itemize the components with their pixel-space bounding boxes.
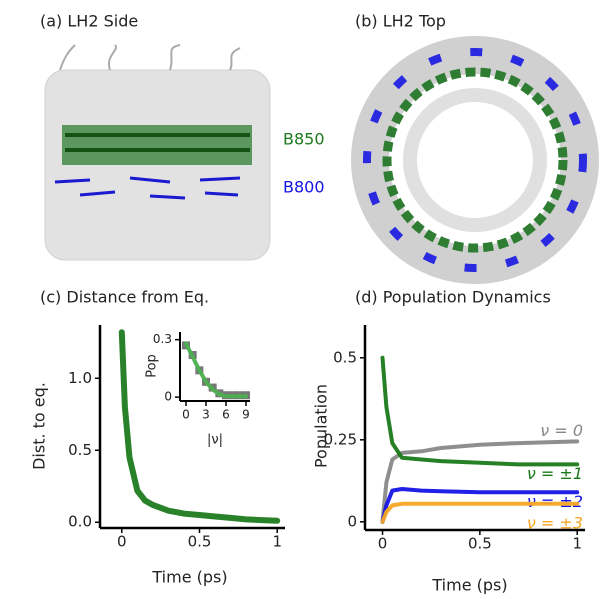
x-tick-label: 0.5: [468, 535, 492, 553]
series-label: ν = ±1: [527, 464, 583, 483]
axes: 0 0.5 1 0 0.25 0.5 Time (ps) Population (d) Popu…: [312, 288, 585, 595]
b850-ring: [382, 67, 568, 253]
y-tick-label: 0.5: [68, 441, 92, 459]
x-tick-label: 9: [242, 408, 250, 422]
panel-title: (b) LH2 Top: [355, 12, 446, 31]
x-tick-label: 1: [272, 533, 282, 551]
b850-band: [62, 125, 252, 165]
panel-title: (a) LH2 Side: [40, 12, 138, 31]
series-label: ν = ±3: [527, 513, 583, 532]
chart-title: (d) Population Dynamics: [355, 288, 551, 307]
y-tick-label: 0.5: [333, 348, 357, 366]
series-line: [380, 355, 580, 467]
x-tick-label: 3: [202, 408, 210, 422]
outer-ring: [351, 36, 599, 284]
y-axis-label: Population: [312, 384, 331, 468]
x-tick-label: 0: [182, 408, 190, 422]
x-tick-label: 1: [572, 535, 582, 553]
x-axis-label: |ν|: [207, 433, 223, 448]
b850-label: B850: [283, 130, 325, 149]
axes: 0 0.5 1 0.0 0.5 1.0 Time (ps) Dist. to eq. (c) D…: [30, 288, 285, 587]
series-line: [380, 501, 580, 524]
x-tick-label: 6: [222, 408, 230, 422]
y-tick-label: 0.25: [324, 430, 357, 448]
y-tick-label: 0: [347, 512, 357, 530]
x-tick-label: 0: [378, 535, 388, 553]
inner-ring: [403, 88, 547, 232]
y-tick-label: 0.3: [153, 332, 172, 346]
y-tick-label: 0.0: [68, 513, 92, 531]
series-label: ν = 0: [540, 421, 583, 440]
b800-ring: [363, 48, 587, 272]
series-line: [118, 329, 281, 524]
series-label: ν = ±2: [527, 492, 583, 511]
charts: 0 0.5 1 0.0 0.5 1.0 Time (ps) Dist. to eq. (c) D…: [30, 288, 585, 595]
series-line: [184, 341, 248, 399]
b800-label: B800: [283, 178, 325, 197]
y-tick-label: 1.0: [68, 369, 92, 387]
b850: [62, 125, 252, 165]
panel-b: (b) LH2 Top: [351, 12, 599, 284]
b800: [54, 176, 241, 200]
inset-bg: [140, 324, 258, 443]
series-line: [380, 487, 580, 524]
b850-lines: [65, 133, 250, 152]
series-line: [380, 439, 580, 524]
axes: 0 3 6 900.3|ν|Pop: [145, 332, 250, 448]
x-axis-label: Time (ps): [431, 576, 507, 595]
panel-a: (a) LH2 Side B850 B800: [40, 12, 325, 261]
y-axis-label: Dist. to eq.: [30, 382, 49, 470]
y-tick-label: 0: [164, 390, 172, 404]
y-axis-label: Pop: [145, 354, 160, 378]
b800-band: [54, 176, 241, 200]
chart-title: (c) Distance from Eq.: [40, 288, 209, 307]
x-tick-label: 0.5: [188, 533, 212, 551]
x-tick-label: 0: [117, 533, 127, 551]
x-axis-label: Time (ps): [151, 568, 227, 587]
tails: [59, 44, 241, 71]
